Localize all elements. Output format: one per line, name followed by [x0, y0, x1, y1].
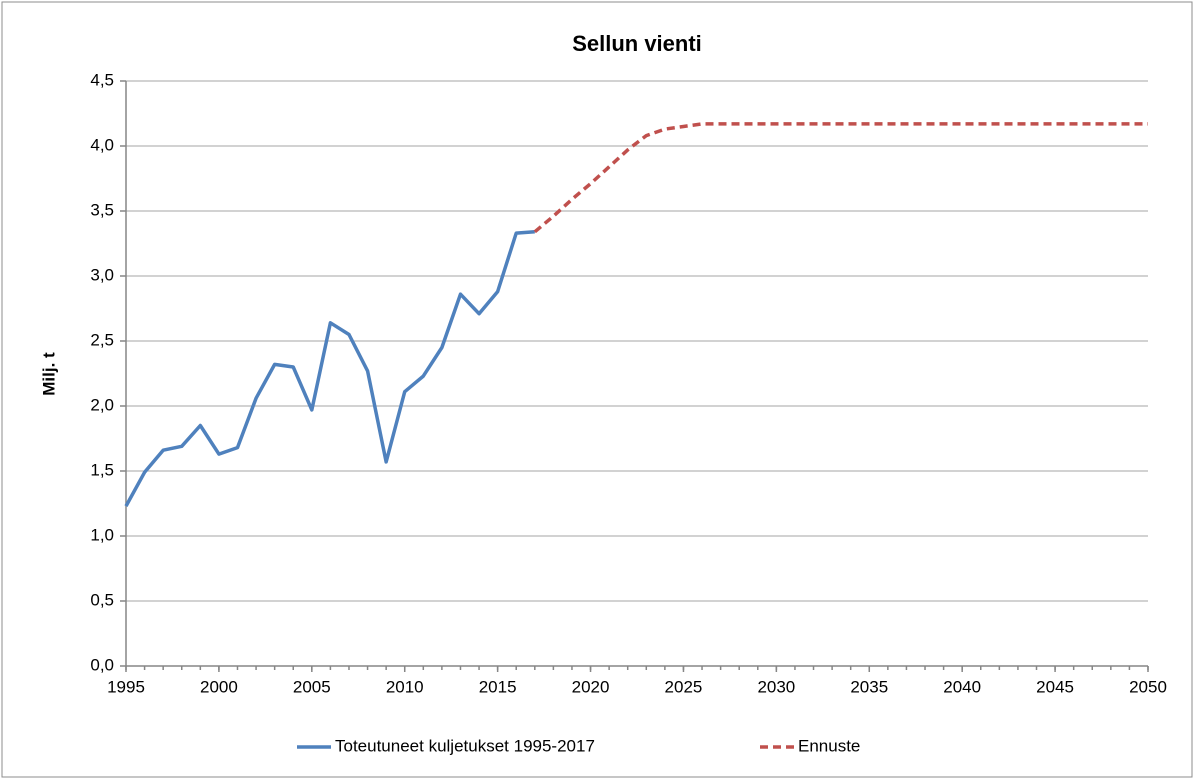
x-tick-label: 2025 [665, 677, 703, 696]
legend-label: Ennuste [798, 736, 860, 755]
legend-label: Toteutuneet kuljetukset 1995-2017 [335, 736, 595, 755]
y-tick-label: 3,0 [90, 265, 114, 284]
x-tick-label: 2050 [1129, 677, 1167, 696]
x-tick-label: 2000 [200, 677, 238, 696]
series-line [533, 122, 1148, 234]
x-tick-label: 2005 [293, 677, 331, 696]
x-tick-label: 2015 [479, 677, 517, 696]
y-tick-label: 3,5 [90, 200, 114, 219]
y-tick-label: 0,5 [90, 590, 114, 609]
series-line [124, 230, 535, 507]
y-tick-label: 1,5 [90, 460, 114, 479]
y-tick-label: 2,0 [90, 395, 114, 414]
y-tick-label: 0,0 [90, 655, 114, 674]
y-tick-label: 1,0 [90, 525, 114, 544]
y-axis-label: Milj. t [39, 352, 58, 396]
y-tick-label: 4,5 [90, 70, 114, 89]
x-tick-label: 2035 [850, 677, 888, 696]
x-tick-label: 1995 [107, 677, 145, 696]
x-tick-label: 2040 [943, 677, 981, 696]
x-tick-label: 2010 [386, 677, 424, 696]
y-tick-label: 2,5 [90, 330, 114, 349]
x-tick-label: 2030 [757, 677, 795, 696]
chart-title: Sellun vienti [572, 31, 702, 56]
x-tick-label: 2020 [572, 677, 610, 696]
y-tick-label: 4,0 [90, 135, 114, 154]
x-tick-label: 2045 [1036, 677, 1074, 696]
